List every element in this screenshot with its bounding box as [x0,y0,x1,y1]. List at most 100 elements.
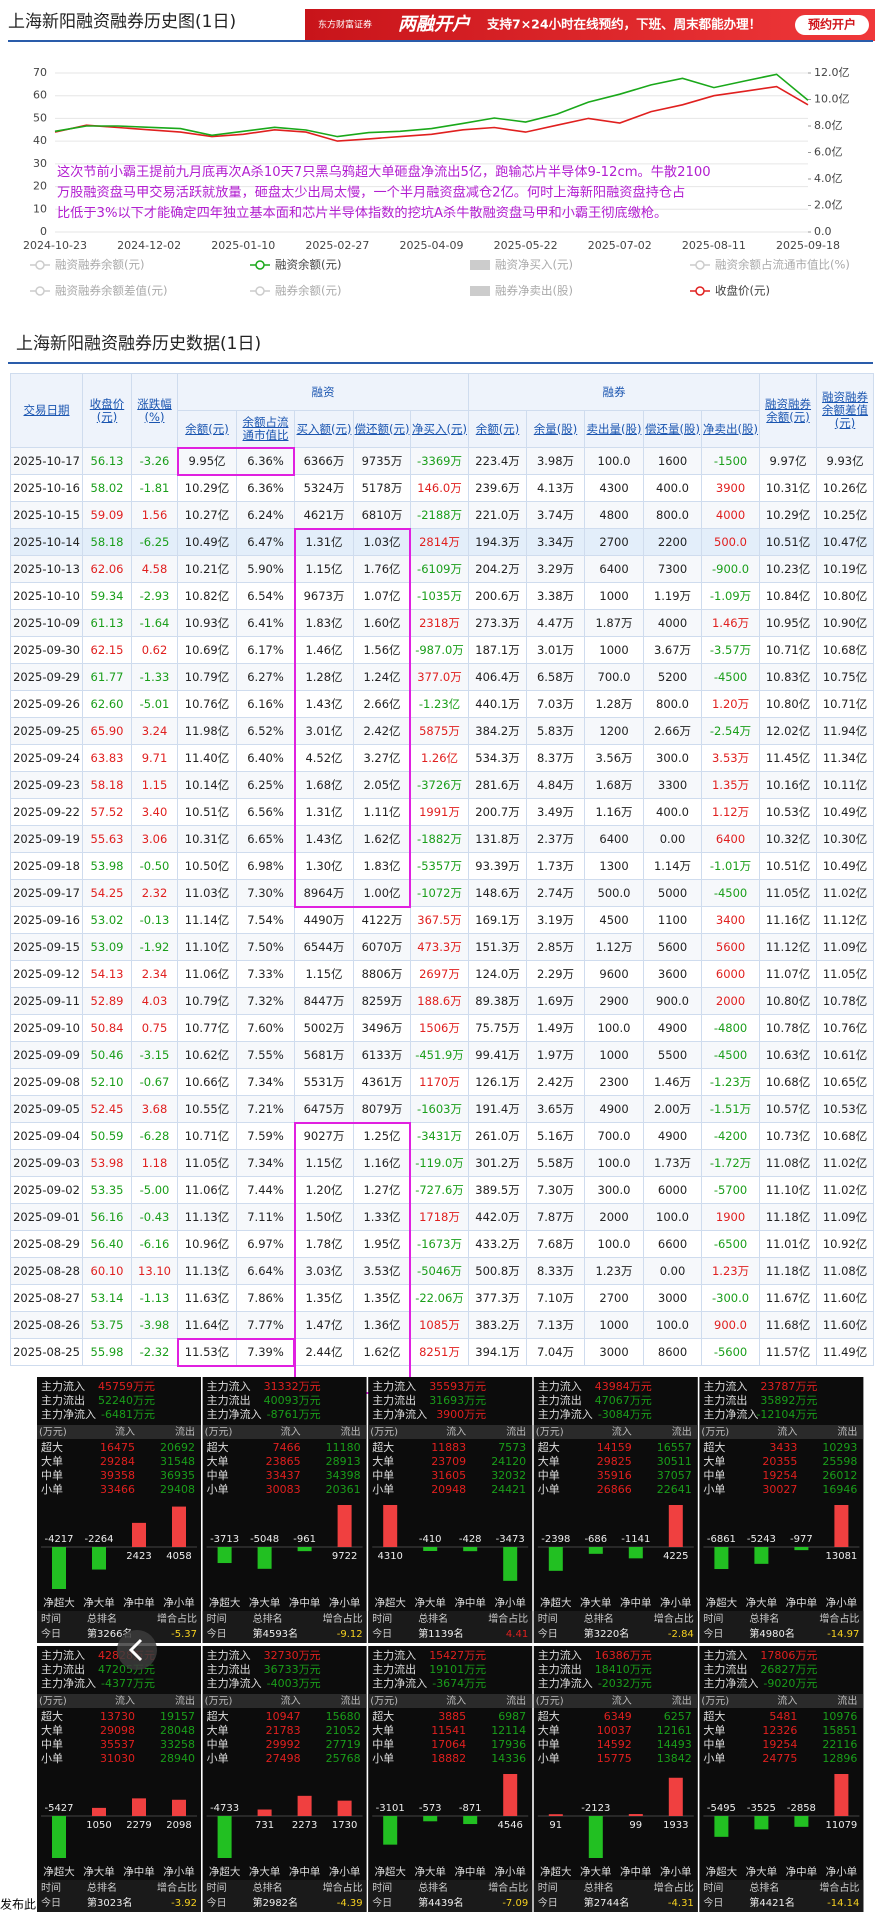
panel-text: 29992 [266,1738,301,1751]
column-header[interactable]: 交易日期 [10,373,83,448]
table-cell: 5600 [701,933,761,961]
table-cell: 8447万 [294,987,354,1015]
table-cell: 3.03亿 [294,1257,354,1285]
table-cell: 7.59% [236,1122,295,1150]
column-header[interactable]: 偿还量(股) [643,410,703,448]
table-cell: -2.93 [131,582,178,610]
bar [132,1798,146,1816]
panel-text: 主力流出 [372,1393,416,1407]
table-cell: 52.89 [82,987,132,1015]
table-cell: 2.32 [131,879,178,907]
column-header[interactable]: 买入额(元) [294,410,354,448]
panel-text: 大单 [703,1454,725,1468]
bar [794,1547,809,1551]
table-cell: 10.49亿 [816,852,875,880]
table-cell: 6.16% [236,690,295,718]
table-cell: 1718万 [409,1203,470,1231]
panel-text: 2273 [292,1820,317,1831]
table-cell: 10.71亿 [816,690,875,718]
panel-text: 16386万元 [595,1649,652,1662]
column-header[interactable]: 净卖出(股) [701,410,761,448]
table-cell: 2025-08-25 [10,1338,83,1366]
panel-text: (万元) [39,1427,67,1438]
bar [628,1547,643,1559]
column-header[interactable]: 卖出量(股) [584,410,645,448]
x-tick-label: 2024-12-02 [117,239,181,252]
table-cell: 99.41万 [468,1041,528,1069]
table-cell: 0.75 [131,1014,178,1042]
table-cell: 1.50亿 [294,1203,354,1231]
panel-text: 15851 [822,1724,857,1737]
table-cell: -22.06万 [409,1284,470,1312]
panel-text: 增合占比 [654,1612,694,1625]
panel-text: 1730 [332,1820,357,1831]
table-cell: 1.46万 [643,1068,703,1096]
table-cell: -5357万 [409,852,470,880]
table-cell: 10.66亿 [177,1068,237,1096]
highlight-box [177,1338,295,1367]
panel-text: -977 [790,1534,813,1545]
table-cell: 200.6万 [468,582,528,610]
bar [754,1816,769,1830]
column-header[interactable]: 收盘价(元) [82,373,132,448]
table-cell: 1.16万 [584,798,645,826]
table-cell: 100.0 [643,1311,703,1339]
panel-text: 中单 [372,1738,394,1751]
table-cell: 2700 [584,1284,645,1312]
y2-tick-label: 12.0亿 [814,66,850,79]
table-cell: 389.5万 [468,1176,528,1204]
column-header[interactable]: 融资融券余额(元) [759,373,818,448]
panel-text: 28913 [326,1455,361,1468]
panel-text: 17064 [431,1738,466,1751]
table-cell: 5.16万 [526,1122,586,1150]
table-cell: 50.59 [82,1122,132,1150]
bar [794,1816,809,1827]
table-cell: 4300 [584,474,645,502]
banner[interactable] [305,9,875,41]
panel-text: 净小单 [660,1596,692,1609]
legend-label: 融券净卖出(股) [495,284,573,298]
panel-footer [202,1611,367,1643]
panel-text: 1933 [663,1820,688,1831]
bar [92,1807,106,1816]
banner-button[interactable] [795,15,869,35]
table-cell: 75.75万 [468,1014,528,1042]
panel-text: 19157 [160,1710,195,1723]
legend-swatch [255,260,265,270]
panel-text: 第4439名 [418,1896,463,1909]
panel-text: 净小单 [329,1865,361,1878]
table-cell: -3.26 [131,447,178,475]
table-cell: 4490万 [294,906,354,934]
panel-text: 33258 [160,1738,195,1751]
table-row: 2025-09-24 63.83 9.71 11.40亿 6.40% 4.52亿 3.27亿… [10,744,875,772]
table-cell: 60.10 [82,1257,132,1285]
table-cell: 6.65% [236,825,295,853]
table-cell: -1882万 [409,825,470,853]
table-cell: 1085万 [409,1311,470,1339]
table-cell: -6500 [701,1230,761,1258]
column-header[interactable]: 余额占流通市值比 [236,410,295,448]
table-cell: 5324万 [294,474,354,502]
column-header[interactable]: 偿还额(元) [353,410,411,448]
column-header[interactable]: 涨跌幅(%) [131,373,178,448]
back-button[interactable] [117,1630,157,1670]
panel-text: 主力流入 [372,1379,416,1393]
panel-footer [37,1880,201,1912]
table-cell: -5700 [701,1176,761,1204]
panel-text: 时间 [372,1881,392,1894]
panel-text: 大单 [372,1454,394,1468]
panel-text: -9020万元 [763,1677,817,1690]
table-cell: 1.68万 [584,771,645,799]
table-cell: 2.66亿 [353,690,411,718]
back-chevron [128,1638,143,1662]
column-header[interactable]: 融资融券余额差值(元) [816,373,875,448]
column-header[interactable]: 余额(元) [468,410,528,448]
table-cell: 7.30% [236,879,295,907]
column-header-text: 余额(元) [185,421,229,436]
column-header[interactable]: 净买入(元) [409,410,470,448]
table-cell: -1603万 [409,1095,470,1123]
panel-text: 主力流入 [538,1648,582,1662]
column-header[interactable]: 余额(元) [177,410,237,448]
table-cell: 9.93亿 [816,447,875,475]
column-header[interactable]: 余量(股) [526,410,586,448]
